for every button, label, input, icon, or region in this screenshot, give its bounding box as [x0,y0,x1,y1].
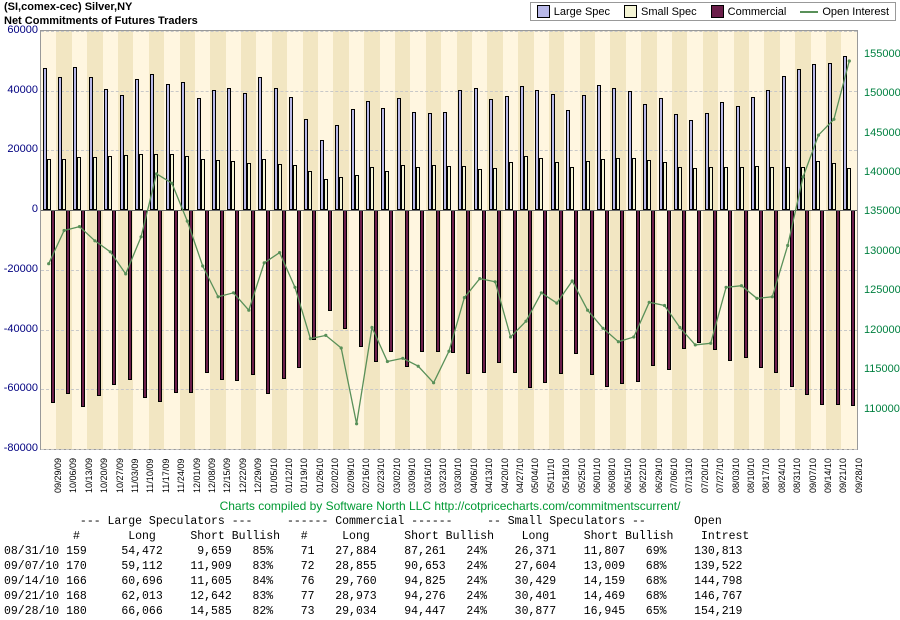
x-axis: 09/29/0910/06/0910/13/0910/20/0910/27/09… [40,449,856,499]
credit-text: Charts compiled by Software North LLC ht… [0,499,900,513]
legend-small-spec: Small Spec [624,5,697,18]
data-table: --- Large Speculators --- ------ Commerc… [4,515,896,620]
y-axis-right: 1100001150001200001250001300001350001400… [860,30,900,448]
plot-area [40,30,858,450]
legend: Large Spec Small Spec Commercial Open In… [530,2,896,21]
legend-open-interest: Open Interest [800,6,889,18]
open-interest-line [41,31,857,449]
legend-commercial: Commercial [711,5,787,18]
legend-large-spec: Large Spec [537,5,610,18]
chart-container: { "title_line1": "(SI,comex-cec) Silver,… [0,0,900,620]
y-axis-left: -80000-60000-40000-200000200004000060000 [0,30,38,448]
